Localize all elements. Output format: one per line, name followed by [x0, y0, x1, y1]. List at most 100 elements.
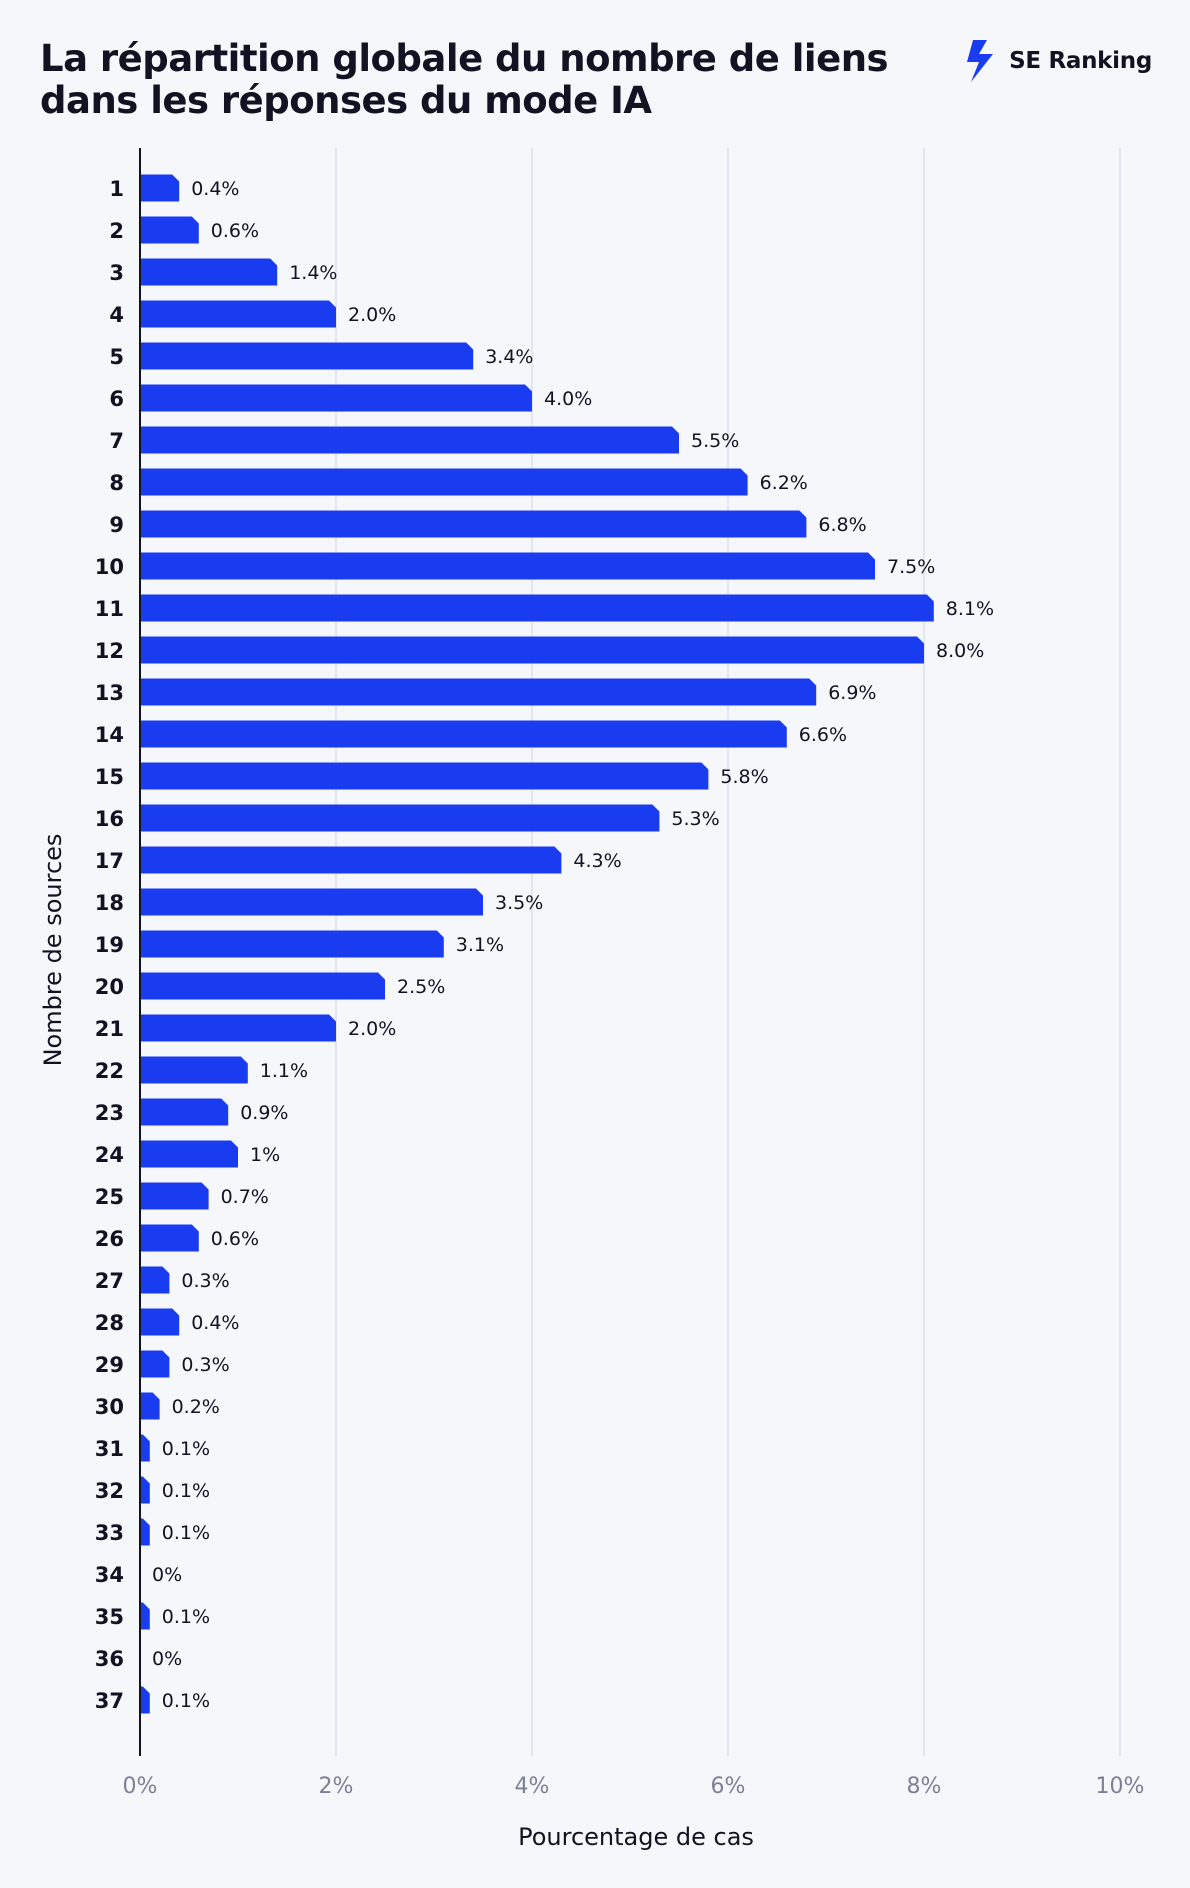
bar [140, 1098, 229, 1126]
bar [140, 678, 817, 706]
category-label: 31 [95, 1437, 124, 1461]
value-label: 2.0% [348, 1018, 396, 1040]
category-label: 12 [95, 639, 124, 663]
x-tick-label: 6% [711, 1774, 746, 1799]
value-label: 0.4% [191, 178, 239, 200]
category-label: 1 [109, 177, 124, 201]
category-label: 7 [109, 429, 124, 453]
category-label: 34 [95, 1563, 124, 1587]
bar [140, 636, 924, 664]
category-label: 2 [109, 219, 124, 243]
bar [140, 1182, 209, 1210]
value-label: 4.0% [544, 388, 592, 410]
bar [140, 1014, 336, 1042]
value-label: 7.5% [887, 556, 935, 578]
bar [140, 468, 748, 496]
category-label: 35 [95, 1605, 124, 1629]
value-label: 0.4% [191, 1312, 239, 1334]
category-label: 24 [95, 1143, 124, 1167]
value-label: 3.1% [456, 934, 504, 956]
x-tick-label: 4% [515, 1774, 550, 1799]
category-label: 10 [95, 555, 124, 579]
bar [140, 888, 483, 916]
category-label: 37 [95, 1689, 124, 1713]
value-label: 0.3% [181, 1270, 229, 1292]
category-label: 36 [95, 1647, 124, 1671]
category-label: 25 [95, 1185, 124, 1209]
category-label: 33 [95, 1521, 124, 1545]
value-label: 3.4% [485, 346, 533, 368]
category-label: 8 [109, 471, 124, 495]
category-label: 32 [95, 1479, 124, 1503]
category-label: 19 [95, 933, 124, 957]
bar [140, 1518, 150, 1546]
bar [140, 1602, 150, 1630]
bar [140, 594, 934, 622]
x-tick-label: 8% [907, 1774, 942, 1799]
y-axis-title: Nombre de sources [39, 834, 67, 1067]
bar [140, 384, 532, 412]
se-ranking-logo-icon [967, 40, 994, 82]
category-label: 23 [95, 1101, 124, 1125]
value-label: 0% [152, 1648, 182, 1670]
chart-title: La répartition globale du nombre de lien… [40, 37, 889, 122]
value-label: 5.5% [691, 430, 739, 452]
bar [140, 1686, 150, 1714]
category-label: 30 [95, 1395, 124, 1419]
value-label: 2.5% [397, 976, 445, 998]
value-label: 0.9% [240, 1102, 288, 1124]
value-label: 1% [250, 1144, 280, 1166]
category-label: 5 [109, 345, 124, 369]
value-label: 5.8% [720, 766, 768, 788]
bar [140, 258, 278, 286]
value-label: 8.0% [936, 640, 984, 662]
bar [140, 510, 807, 538]
bar [140, 1308, 180, 1336]
bar [140, 1434, 150, 1462]
value-label: 2.0% [348, 304, 396, 326]
value-label: 8.1% [946, 598, 994, 620]
bar [140, 1350, 170, 1378]
bar [140, 300, 336, 328]
brand-name: SE Ranking [1009, 48, 1152, 74]
category-label: 20 [95, 975, 124, 999]
category-label: 6 [109, 387, 124, 411]
value-label: 0.6% [211, 1228, 259, 1250]
bar [140, 846, 562, 874]
category-label: 13 [95, 681, 124, 705]
value-label: 0.1% [162, 1480, 210, 1502]
category-label: 11 [95, 597, 124, 621]
category-label: 27 [95, 1269, 124, 1293]
value-label: 6.9% [828, 682, 876, 704]
category-label: 21 [95, 1017, 124, 1041]
category-label: 3 [109, 261, 124, 285]
bar [140, 1140, 238, 1168]
category-label: 28 [95, 1311, 124, 1335]
category-label: 15 [95, 765, 124, 789]
bar [140, 762, 709, 790]
value-label: 0% [152, 1564, 182, 1586]
category-label: 18 [95, 891, 124, 915]
value-label: 4.3% [573, 850, 621, 872]
bar [140, 552, 875, 580]
category-label: 16 [95, 807, 124, 831]
bar [140, 174, 180, 202]
x-tick-label: 0% [123, 1774, 158, 1799]
category-label: 29 [95, 1353, 124, 1377]
x-axis-title: Pourcentage de cas [518, 1823, 754, 1851]
bar [140, 1056, 248, 1084]
x-tick-label: 2% [319, 1774, 354, 1799]
value-label: 3.5% [495, 892, 543, 914]
bar [140, 216, 199, 244]
bar [140, 804, 660, 832]
category-label: 22 [95, 1059, 124, 1083]
category-label: 9 [109, 513, 124, 537]
value-label: 0.6% [211, 220, 259, 242]
value-label: 1.4% [289, 262, 337, 284]
x-tick-label: 10% [1096, 1774, 1145, 1799]
value-label: 0.1% [162, 1438, 210, 1460]
bar [140, 720, 787, 748]
bar [140, 426, 679, 454]
bar [140, 930, 444, 958]
